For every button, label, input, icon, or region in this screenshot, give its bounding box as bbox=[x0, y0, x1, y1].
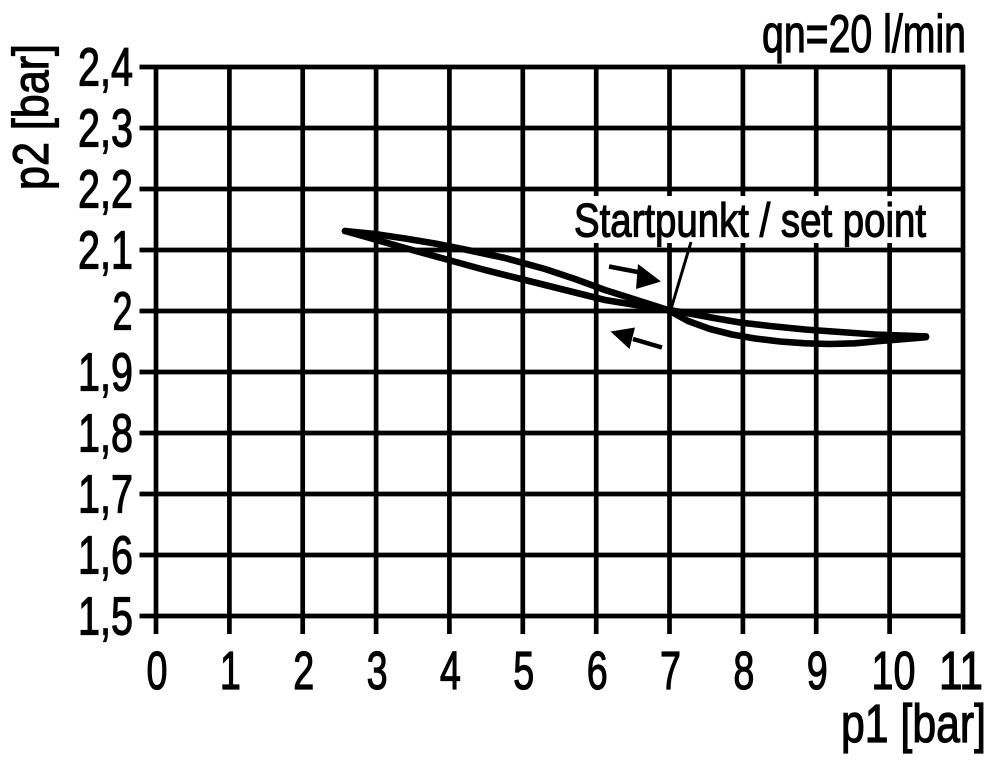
svg-text:4: 4 bbox=[440, 641, 461, 701]
svg-text:10: 10 bbox=[872, 641, 916, 701]
svg-text:3: 3 bbox=[367, 641, 388, 701]
svg-text:8: 8 bbox=[733, 641, 754, 701]
svg-text:0: 0 bbox=[147, 641, 168, 701]
svg-text:2,4: 2,4 bbox=[78, 38, 133, 98]
svg-text:11: 11 bbox=[939, 641, 983, 701]
svg-text:Startpunkt / set point: Startpunkt / set point bbox=[574, 194, 926, 247]
svg-text:2: 2 bbox=[293, 641, 314, 701]
svg-text:1,8: 1,8 bbox=[78, 404, 133, 464]
svg-text:p2 [bar]: p2 [bar] bbox=[3, 44, 59, 190]
svg-text:p1 [bar]: p1 [bar] bbox=[841, 695, 986, 754]
svg-text:2: 2 bbox=[113, 282, 133, 342]
svg-text:6: 6 bbox=[587, 641, 608, 701]
svg-text:1,5: 1,5 bbox=[78, 587, 133, 647]
svg-text:1,6: 1,6 bbox=[78, 526, 133, 586]
svg-text:5: 5 bbox=[513, 641, 534, 701]
svg-text:2,2: 2,2 bbox=[78, 160, 133, 220]
svg-text:1,9: 1,9 bbox=[78, 343, 133, 403]
svg-text:2,1: 2,1 bbox=[78, 221, 133, 281]
svg-text:qn=20 l/min: qn=20 l/min bbox=[762, 5, 966, 64]
svg-text:2,3: 2,3 bbox=[78, 99, 133, 159]
svg-text:7: 7 bbox=[660, 641, 681, 701]
svg-text:9: 9 bbox=[807, 641, 828, 701]
svg-text:1: 1 bbox=[220, 641, 241, 701]
svg-text:1,7: 1,7 bbox=[78, 465, 133, 525]
